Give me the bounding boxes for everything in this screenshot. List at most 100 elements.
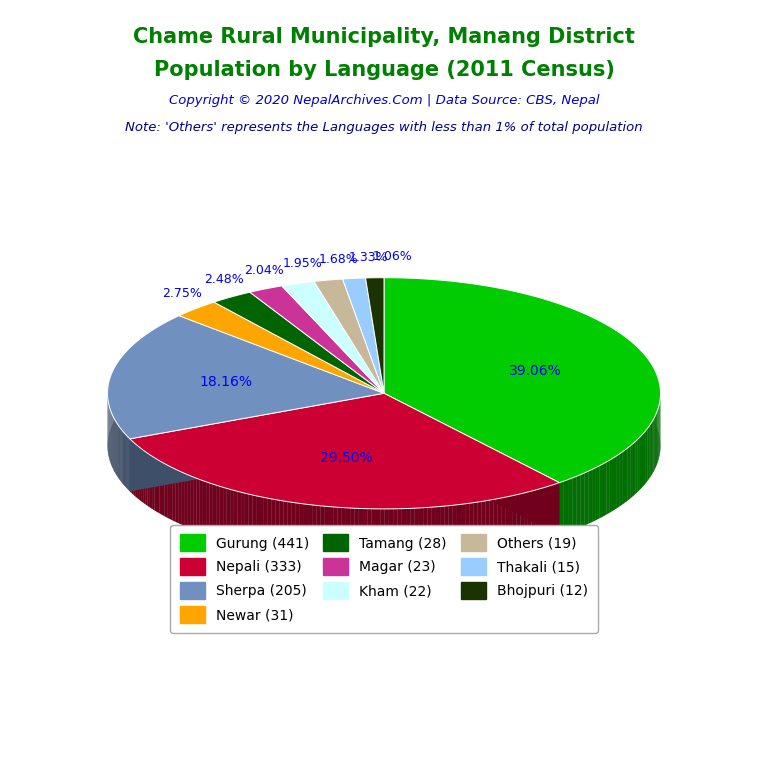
Polygon shape xyxy=(187,475,190,528)
Text: 2.04%: 2.04% xyxy=(244,263,284,276)
Polygon shape xyxy=(120,428,121,481)
Polygon shape xyxy=(538,488,542,541)
Polygon shape xyxy=(283,501,287,554)
Polygon shape xyxy=(509,495,513,549)
Polygon shape xyxy=(385,509,389,561)
Polygon shape xyxy=(376,509,380,561)
Polygon shape xyxy=(287,502,292,554)
Polygon shape xyxy=(175,469,178,523)
Polygon shape xyxy=(355,508,359,561)
Polygon shape xyxy=(197,478,200,532)
Polygon shape xyxy=(572,476,577,531)
Text: 1.68%: 1.68% xyxy=(318,253,358,266)
Polygon shape xyxy=(588,469,592,524)
Polygon shape xyxy=(635,439,637,494)
Polygon shape xyxy=(542,487,546,541)
Polygon shape xyxy=(220,486,223,540)
Polygon shape xyxy=(268,498,272,551)
Text: Note: 'Others' represents the Languages with less than 1% of total population: Note: 'Others' represents the Languages … xyxy=(125,121,643,134)
Polygon shape xyxy=(498,498,502,551)
Polygon shape xyxy=(517,494,521,548)
Polygon shape xyxy=(393,508,398,561)
Polygon shape xyxy=(359,508,363,561)
Polygon shape xyxy=(644,430,646,485)
Polygon shape xyxy=(428,507,432,560)
Polygon shape xyxy=(126,435,127,488)
Polygon shape xyxy=(230,489,233,543)
Polygon shape xyxy=(410,508,415,561)
Polygon shape xyxy=(384,393,559,535)
Polygon shape xyxy=(130,439,131,493)
Polygon shape xyxy=(423,508,428,561)
Polygon shape xyxy=(108,316,384,439)
Polygon shape xyxy=(130,393,384,492)
Polygon shape xyxy=(600,464,603,518)
Polygon shape xyxy=(292,502,296,555)
Polygon shape xyxy=(453,505,457,558)
Polygon shape xyxy=(380,509,385,561)
Polygon shape xyxy=(603,462,607,516)
Text: 2.75%: 2.75% xyxy=(162,287,202,300)
Polygon shape xyxy=(568,478,572,532)
Polygon shape xyxy=(296,503,300,556)
Polygon shape xyxy=(181,472,184,526)
Polygon shape xyxy=(619,452,622,507)
Polygon shape xyxy=(406,508,410,561)
Text: 1.06%: 1.06% xyxy=(373,250,413,263)
Polygon shape xyxy=(314,279,384,393)
Text: 1.33%: 1.33% xyxy=(349,251,389,264)
Polygon shape xyxy=(164,464,167,518)
Polygon shape xyxy=(127,437,129,490)
Polygon shape xyxy=(121,429,122,483)
Polygon shape xyxy=(200,479,203,533)
Polygon shape xyxy=(650,421,652,476)
Polygon shape xyxy=(535,489,538,543)
Polygon shape xyxy=(245,493,249,547)
Polygon shape xyxy=(363,508,367,561)
Polygon shape xyxy=(139,447,141,501)
Polygon shape xyxy=(502,497,505,551)
Polygon shape xyxy=(505,496,509,550)
Polygon shape xyxy=(316,505,320,558)
Polygon shape xyxy=(367,508,372,561)
Polygon shape xyxy=(157,459,160,513)
Polygon shape xyxy=(556,482,559,536)
Polygon shape xyxy=(130,393,559,509)
Polygon shape xyxy=(402,508,406,561)
Polygon shape xyxy=(342,508,346,561)
Polygon shape xyxy=(652,419,654,474)
Polygon shape xyxy=(461,504,465,557)
Text: Population by Language (2011 Census): Population by Language (2011 Census) xyxy=(154,60,614,80)
Legend: Gurung (441), Nepali (333), Sherpa (205), Newar (31), Tamang (28), Magar (23), K: Gurung (441), Nepali (333), Sherpa (205)… xyxy=(170,525,598,633)
Polygon shape xyxy=(546,486,549,540)
Polygon shape xyxy=(642,432,644,488)
Polygon shape xyxy=(440,506,445,559)
Polygon shape xyxy=(384,278,660,482)
Polygon shape xyxy=(147,453,150,508)
Polygon shape xyxy=(308,505,313,558)
Polygon shape xyxy=(333,507,337,560)
Polygon shape xyxy=(154,458,157,511)
Text: 39.06%: 39.06% xyxy=(508,364,561,378)
Polygon shape xyxy=(485,500,489,554)
Polygon shape xyxy=(457,505,461,558)
Polygon shape xyxy=(627,445,631,501)
Polygon shape xyxy=(592,468,596,522)
Polygon shape xyxy=(325,506,329,559)
Polygon shape xyxy=(233,490,237,544)
Polygon shape xyxy=(398,508,402,561)
Polygon shape xyxy=(227,488,230,542)
Polygon shape xyxy=(213,484,217,538)
Polygon shape xyxy=(264,498,268,551)
Text: 18.16%: 18.16% xyxy=(200,376,253,389)
Polygon shape xyxy=(304,504,308,557)
Polygon shape xyxy=(131,441,134,495)
Polygon shape xyxy=(173,468,175,521)
Polygon shape xyxy=(610,458,613,512)
Text: 29.50%: 29.50% xyxy=(319,452,372,465)
Polygon shape xyxy=(469,503,473,556)
Polygon shape xyxy=(640,435,642,490)
Polygon shape xyxy=(129,438,130,492)
Polygon shape xyxy=(329,507,333,559)
Polygon shape xyxy=(249,494,253,548)
